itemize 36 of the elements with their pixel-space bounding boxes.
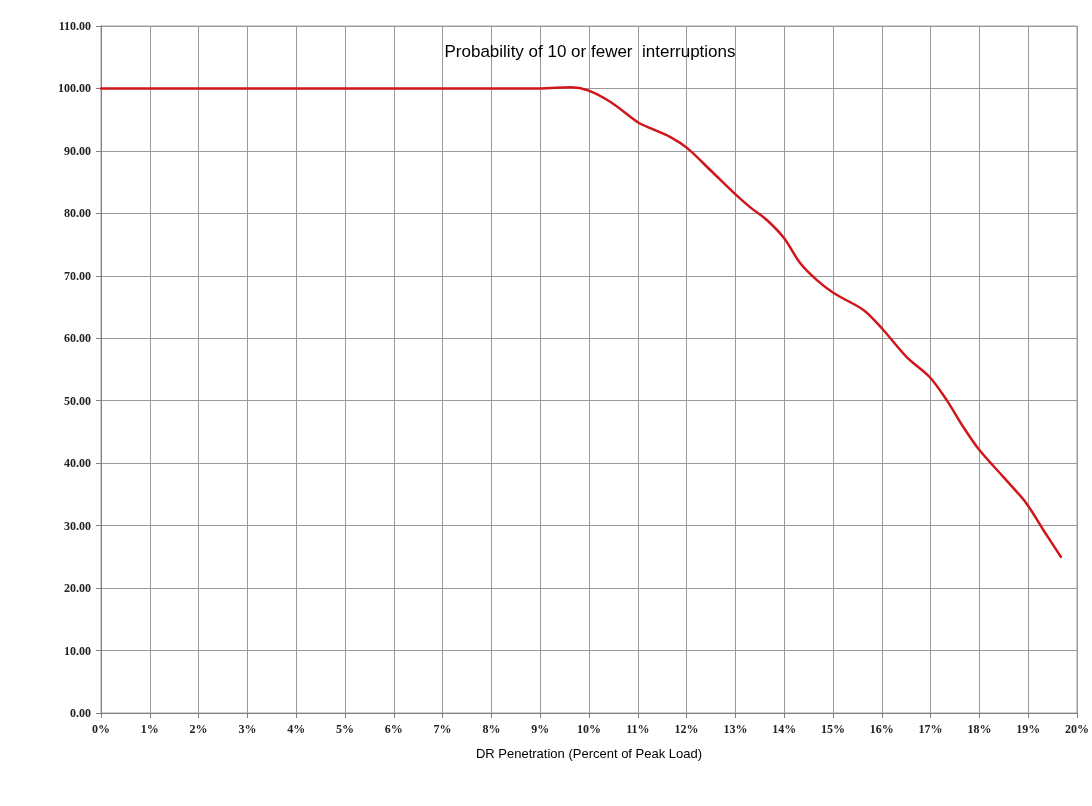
x-tick-label: 20% bbox=[1065, 722, 1089, 736]
x-tick-label: 11% bbox=[626, 722, 650, 736]
y-tick-label: 40.00 bbox=[64, 456, 91, 471]
x-tick-label: 3% bbox=[238, 722, 257, 736]
x-tick-label: 9% bbox=[531, 722, 550, 736]
line-series bbox=[99, 85, 1063, 559]
x-tick-label: 17% bbox=[918, 722, 943, 736]
x-tick-label: 1% bbox=[140, 722, 159, 736]
y-tick-label: 10.00 bbox=[64, 643, 91, 658]
x-tick-label: 5% bbox=[336, 722, 354, 736]
y-tick-label: 90.00 bbox=[64, 143, 91, 158]
x-tick-label: 7% bbox=[433, 722, 452, 736]
x-tick-label: 16% bbox=[869, 722, 894, 736]
y-tick-label: 0.00 bbox=[70, 706, 91, 720]
x-axis-title: DR Penetration (Percent of Peak Load) bbox=[475, 746, 703, 761]
x-tick-label: 8% bbox=[482, 722, 501, 736]
x-tick-label: 18% bbox=[967, 722, 992, 736]
x-tick-label: 15% bbox=[821, 722, 845, 736]
x-tick-label: 10% bbox=[577, 722, 601, 736]
text: Probability of 10 or fewer interruptions bbox=[444, 42, 736, 61]
y-tick-label: 20.00 bbox=[64, 581, 91, 596]
y-tick-label: 110.00 bbox=[58, 19, 91, 33]
x-tick-label: 19% bbox=[1016, 722, 1041, 736]
x-tick-label: 14% bbox=[772, 722, 797, 736]
y-tick-label: 70.00 bbox=[64, 268, 91, 283]
x-tick-label: 4% bbox=[287, 722, 306, 736]
y-tick-label: 30.00 bbox=[64, 518, 91, 533]
y-tick-label: 100.00 bbox=[58, 81, 91, 96]
x-tick-label: 13% bbox=[723, 722, 748, 736]
x-tick-label: 2% bbox=[189, 722, 208, 736]
x-tick-label: 0% bbox=[92, 722, 110, 736]
y-tick-label: 50.00 bbox=[64, 393, 91, 408]
x-tick-label: 6% bbox=[384, 722, 403, 736]
y-tick-label: 80.00 bbox=[64, 206, 91, 221]
x-tick-label: 12% bbox=[674, 722, 699, 736]
y-tick-label: 60.00 bbox=[64, 331, 91, 346]
